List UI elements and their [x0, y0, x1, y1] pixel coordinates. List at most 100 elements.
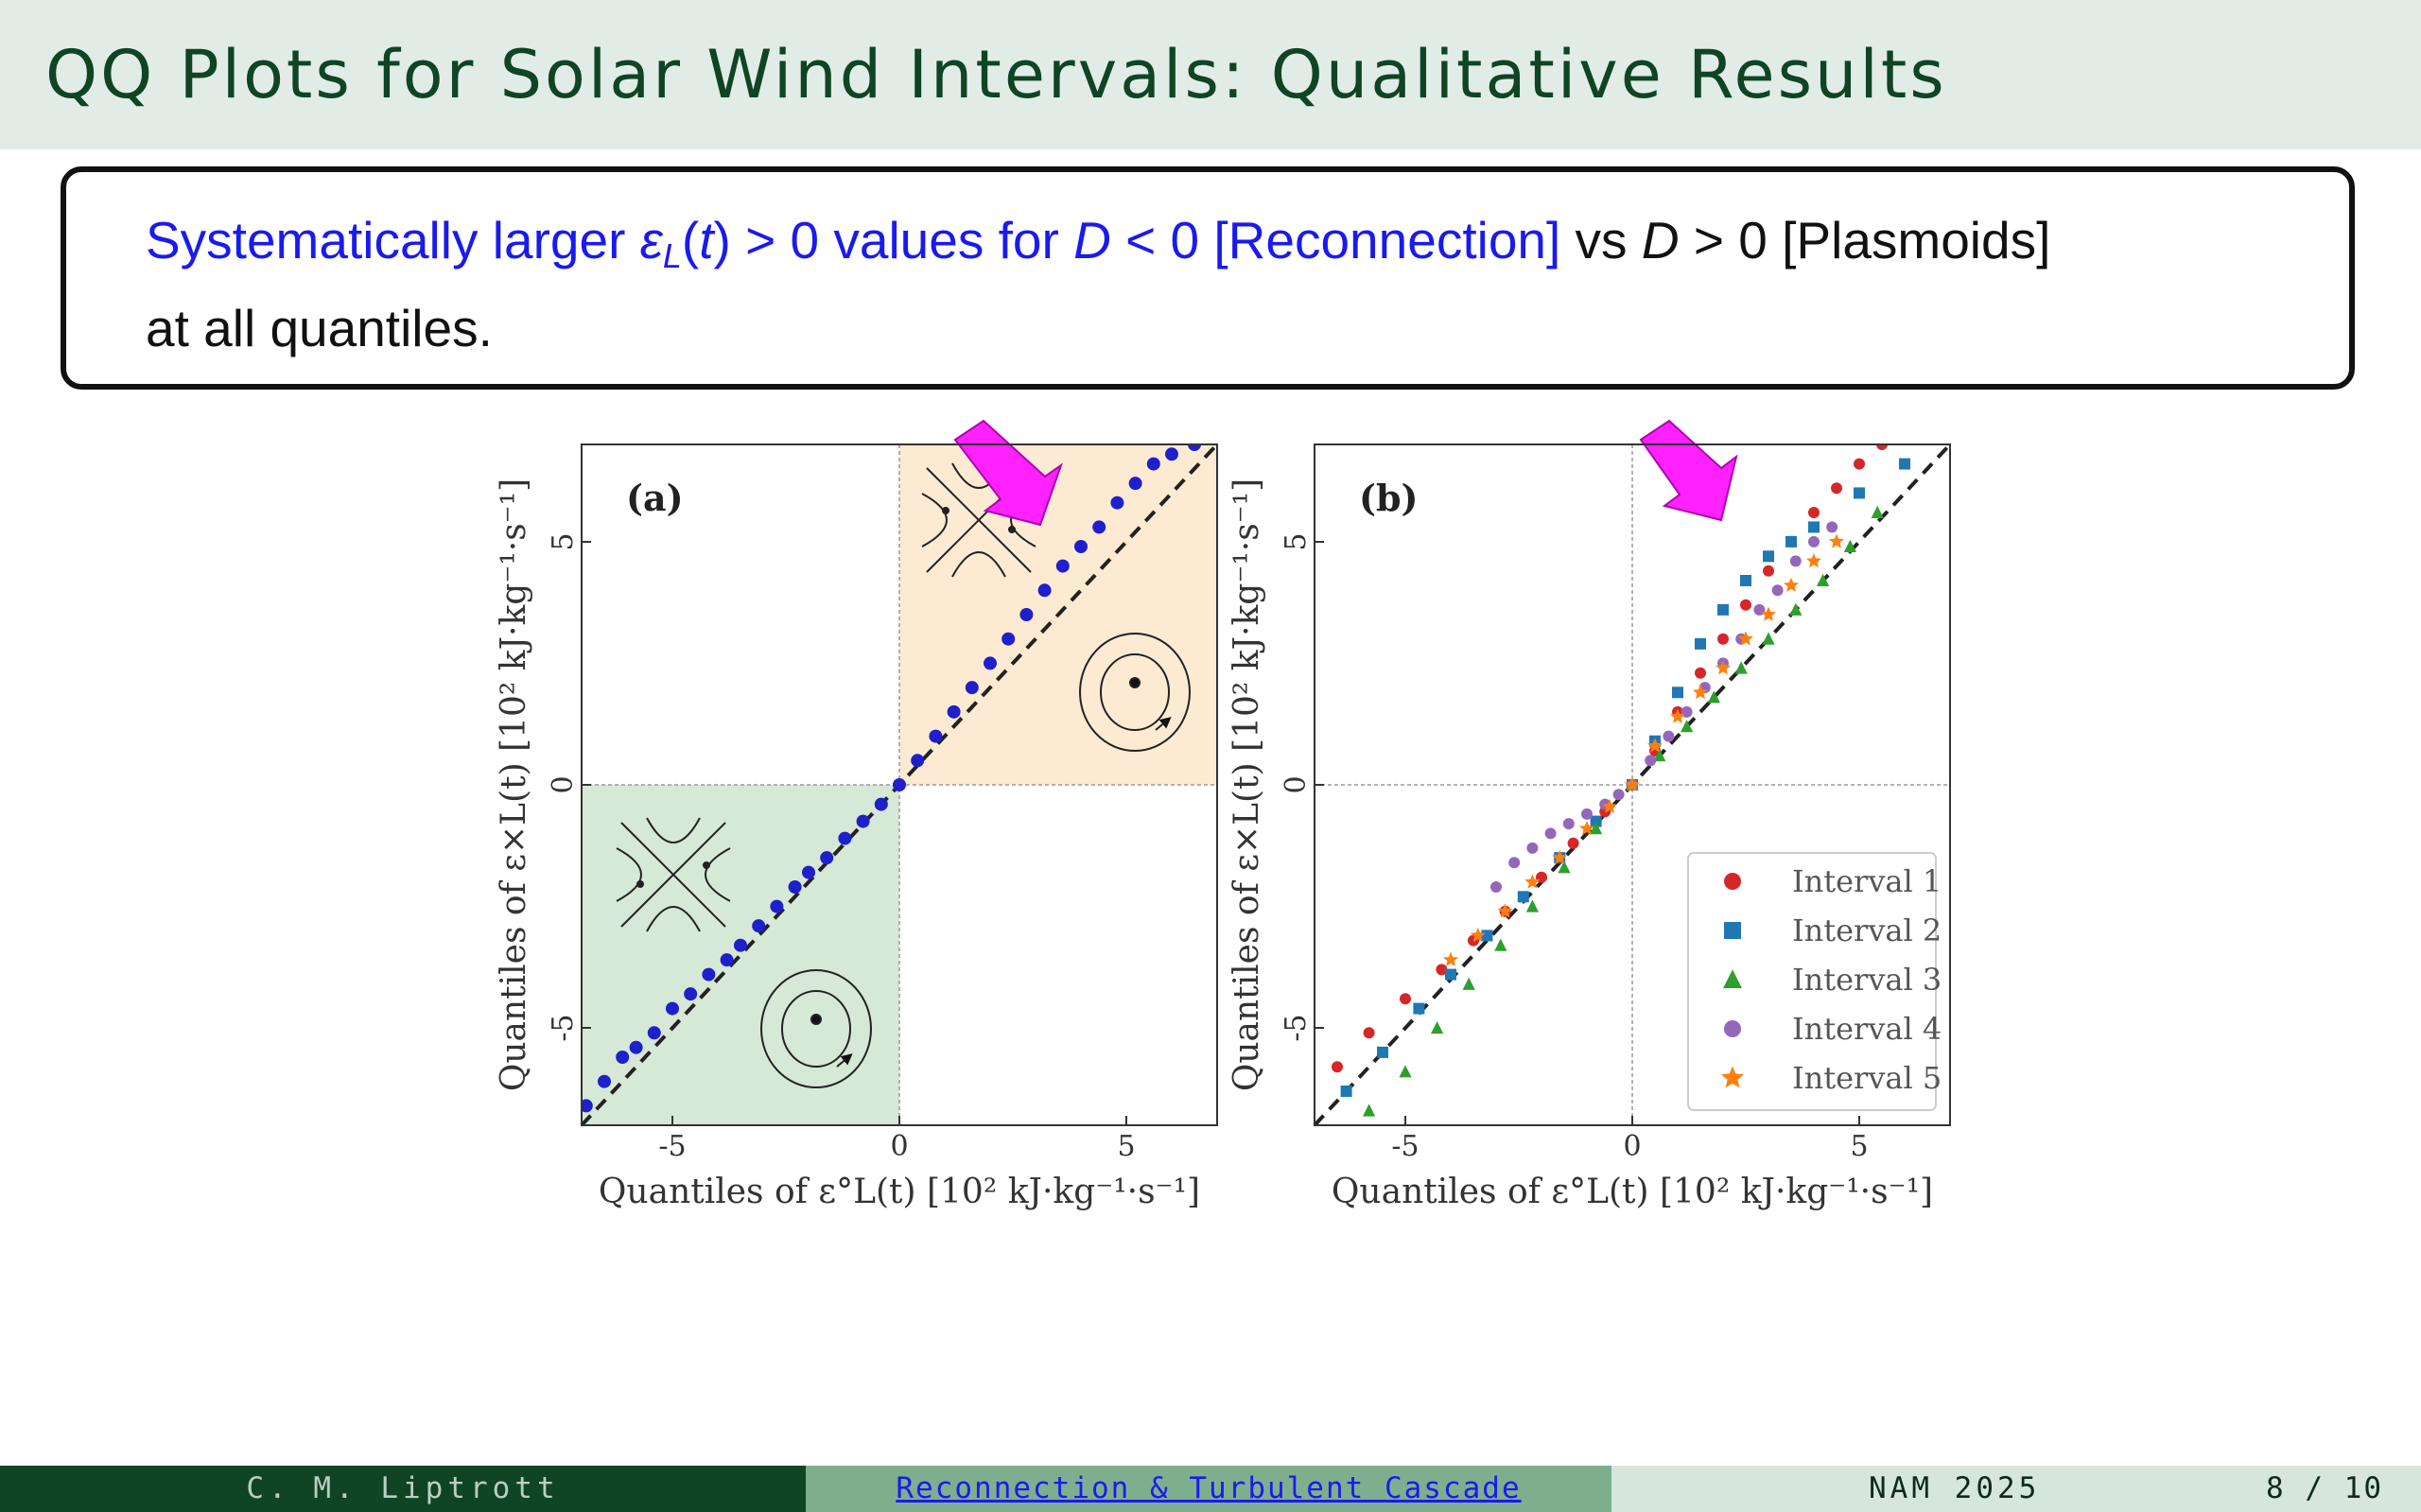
callout-part-3: ) > 0 values for [713, 211, 1074, 269]
footer-talk-link[interactable]: Reconnection & Turbulent Cascade [806, 1466, 1611, 1512]
data-point-s5 [1625, 776, 1640, 791]
highlight-arrow-icon-b [1639, 419, 1738, 522]
data-point-s2 [1717, 603, 1729, 616]
data-point-s1 [770, 899, 784, 913]
data-point-s2 [1695, 637, 1706, 650]
data-point-s1 [838, 831, 852, 845]
data-point-s1 [582, 1099, 593, 1113]
x-axis-label-a: Quantiles of ε°L(t) [10² kJ·kg⁻¹·s⁻¹] [599, 1173, 1200, 1211]
callout-reconnection: < 0 [Reconnection] [1110, 211, 1561, 269]
callout-paren-open: ( [681, 211, 700, 269]
footer-page-number: 8 / 10 [2266, 1471, 2383, 1505]
data-point-s4 [1508, 857, 1521, 869]
data-point-s1 [929, 729, 943, 743]
data-point-s4 [1826, 521, 1838, 533]
data-point-s5 [1738, 631, 1753, 646]
data-point-s2 [1377, 1046, 1388, 1058]
data-point-s2 [1413, 1002, 1425, 1015]
data-point-s2 [1517, 891, 1529, 903]
data-point-s1 [1808, 507, 1820, 518]
data-point-s1 [893, 778, 906, 791]
panel-a-label: (a) [626, 477, 684, 519]
data-point-s4 [1612, 789, 1625, 801]
data-point-s2 [1763, 550, 1774, 563]
legend-label-1: Interval 1 [1792, 863, 1942, 899]
data-point-s1 [1188, 444, 1201, 451]
legend-box [1687, 852, 1937, 1111]
data-point-s2 [1672, 686, 1683, 699]
y-tick-label-a-5: 5 [547, 532, 580, 550]
data-point-s4 [1544, 827, 1557, 840]
legend-label-4: Interval 4 [1792, 1011, 1942, 1047]
data-point-s1 [947, 704, 961, 719]
data-point-s5 [1784, 577, 1799, 592]
callout-text: Systematically larger εL(t) > 0 values f… [146, 204, 2311, 364]
qq-figure-svg: (a) -5 0 5 -5 0 5 Quantiles of ε°L(t) [1… [495, 419, 1952, 1211]
data-point-s1 [1074, 540, 1088, 553]
x-tick-label-b-neg5: -5 [1391, 1130, 1419, 1163]
data-point-s1 [1165, 447, 1178, 461]
data-point-s1 [984, 656, 997, 670]
data-point-s1 [1092, 520, 1106, 534]
data-point-s4 [1663, 730, 1675, 742]
data-point-s5 [1647, 738, 1663, 753]
data-point-s1 [1055, 559, 1070, 573]
legend-marker-3 [1723, 969, 1742, 988]
data-point-s3 [1734, 661, 1748, 674]
data-point-s2 [1590, 815, 1602, 827]
legend-marker-5 [1721, 1066, 1744, 1088]
data-point-s5 [1716, 660, 1731, 675]
data-point-s3 [1399, 1065, 1412, 1078]
data-point-s4 [1562, 818, 1575, 830]
callout-line-2: at all quantiles. [146, 299, 493, 357]
data-point-s3 [1681, 720, 1694, 733]
data-point-s1 [1567, 837, 1579, 849]
data-point-s5 [1552, 849, 1568, 864]
data-point-s1 [1763, 565, 1774, 577]
data-point-s5 [1693, 684, 1708, 700]
legend-label-3: Interval 3 [1792, 962, 1942, 998]
data-point-s1 [1831, 482, 1842, 495]
data-point-s5 [1497, 903, 1513, 918]
d-variable-1: D [1073, 211, 1111, 269]
data-point-s1 [1128, 477, 1142, 491]
data-point-s3 [1590, 822, 1603, 835]
data-point-s4 [1789, 555, 1802, 567]
data-point-s1 [1001, 632, 1016, 646]
panel-a: (a) -5 0 5 -5 0 5 Quantiles of ε°L(t) [1… [495, 419, 1219, 1211]
legend-marker-2 [1724, 922, 1741, 939]
x-tick-label-b-0: 0 [1623, 1130, 1641, 1163]
o-point-icon-plasmoid-quadrant [1079, 633, 1191, 752]
time-variable: t [699, 211, 714, 269]
data-point-s3 [1462, 977, 1475, 990]
x-point-icon-reconnection-quadrant [616, 817, 731, 932]
y-axis-label-b: Quantiles of ε×L(t) [10² kJ·kg⁻¹·s⁻¹] [1228, 478, 1266, 1091]
highlight-arrow-icon-a [953, 419, 1063, 527]
data-point-s5 [1443, 951, 1458, 966]
x-tick-label-b-5: 5 [1850, 1130, 1868, 1163]
data-point-s1 [1876, 444, 1888, 450]
legend-marker-1 [1724, 873, 1741, 890]
callout-part-1: Systematically larger [146, 211, 640, 269]
y-tick-label-b-0: 0 [1280, 775, 1313, 793]
data-point-s1 [720, 953, 734, 967]
data-point-s5 [1670, 708, 1685, 723]
data-point-s5 [1761, 606, 1776, 621]
data-point-s4 [1490, 881, 1502, 893]
data-point-s1 [1400, 993, 1411, 1005]
data-point-s4 [1645, 755, 1657, 767]
y-axis-label-a: Quantiles of ε×L(t) [10² kJ·kg⁻¹·s⁻¹] [495, 478, 533, 1091]
data-point-s1 [1695, 667, 1706, 679]
data-point-s5 [1579, 820, 1594, 836]
data-point-s1 [752, 919, 766, 933]
data-point-s1 [1740, 599, 1751, 611]
data-point-s5 [1806, 553, 1821, 568]
panel-a-data-points [582, 444, 1201, 1113]
data-point-s1 [1436, 964, 1448, 976]
data-point-s2 [1808, 521, 1820, 533]
data-point-s3 [1789, 602, 1803, 616]
y-tick-label-a-0: 0 [547, 775, 580, 793]
data-point-s3 [1871, 505, 1884, 518]
data-point-s1 [874, 797, 888, 811]
data-point-s1 [1363, 1027, 1375, 1039]
